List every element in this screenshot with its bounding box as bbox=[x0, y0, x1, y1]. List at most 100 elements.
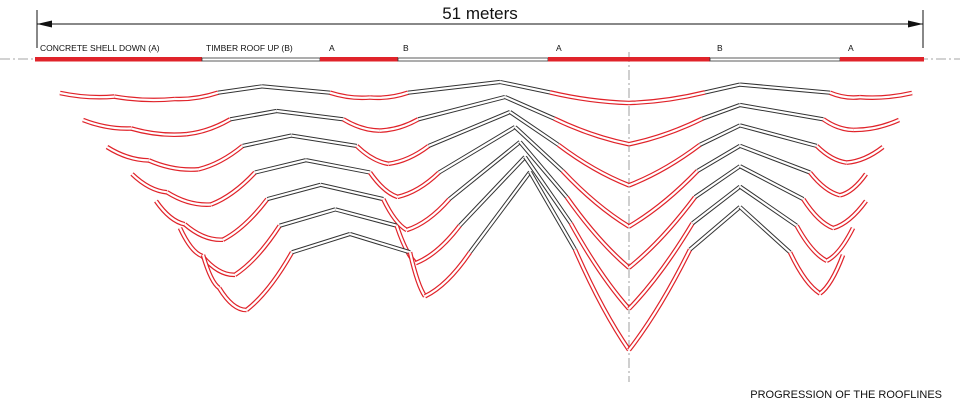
segment-core bbox=[846, 146, 884, 164]
segment-core bbox=[166, 191, 212, 206]
segment-core bbox=[739, 144, 811, 174]
roofline-section bbox=[154, 140, 868, 270]
concrete-shell-segment bbox=[825, 226, 856, 263]
concrete-shell-segment bbox=[808, 171, 841, 198]
segment-core bbox=[201, 254, 220, 289]
segment-core bbox=[504, 95, 555, 120]
segment-core bbox=[261, 85, 331, 94]
segment-core bbox=[694, 165, 741, 199]
legend-segment-concrete: A bbox=[840, 43, 924, 62]
legend-segment-label: CONCRETE SHELL DOWN (A) bbox=[40, 43, 160, 53]
concrete-shell-segment bbox=[405, 197, 452, 233]
legend-segment-label: A bbox=[848, 43, 854, 53]
segment-core bbox=[408, 252, 426, 297]
segment-core bbox=[320, 183, 384, 201]
legend-segment-label: A bbox=[329, 43, 335, 53]
segment-core bbox=[739, 83, 831, 94]
segment-core bbox=[815, 145, 847, 164]
segment-core bbox=[565, 196, 630, 269]
concrete-shell-segment bbox=[379, 117, 420, 133]
segment-core bbox=[186, 118, 231, 136]
concrete-shell-segment bbox=[197, 144, 245, 172]
segment-core bbox=[276, 109, 344, 121]
segment-core bbox=[628, 222, 694, 310]
roofline-section bbox=[59, 79, 913, 106]
segment-core bbox=[245, 251, 293, 311]
segment-core bbox=[739, 185, 798, 227]
segment-core bbox=[448, 141, 521, 200]
segment-core bbox=[418, 95, 506, 121]
segment-core bbox=[853, 118, 900, 132]
segment-core bbox=[739, 206, 791, 254]
roofline-section bbox=[177, 155, 856, 311]
segment-core bbox=[469, 171, 531, 253]
segment-core bbox=[397, 171, 440, 198]
segment-core bbox=[819, 254, 845, 295]
concrete-shell-segment bbox=[414, 224, 462, 266]
segment-core bbox=[628, 249, 691, 351]
concrete-shell-segment bbox=[186, 117, 232, 137]
concrete-shell-segment bbox=[815, 144, 848, 165]
segment-core bbox=[553, 117, 630, 146]
segment-core bbox=[218, 287, 247, 312]
segment-core bbox=[335, 208, 397, 227]
segment-core bbox=[561, 170, 630, 228]
segment-core bbox=[739, 165, 804, 201]
segment-core bbox=[291, 232, 351, 254]
segment-core bbox=[349, 232, 411, 254]
dimension-label: 51 meters bbox=[442, 4, 518, 23]
segment-core bbox=[388, 145, 430, 165]
segment-core bbox=[829, 91, 861, 99]
concrete-shell-segment bbox=[396, 170, 441, 200]
segment-core bbox=[739, 124, 817, 147]
segment-core bbox=[155, 200, 185, 226]
segment-core bbox=[355, 145, 389, 165]
segment-core bbox=[557, 143, 630, 187]
segment-core bbox=[59, 91, 115, 99]
segment-core bbox=[279, 208, 336, 227]
segment-core bbox=[382, 198, 408, 231]
segment-core bbox=[573, 249, 630, 351]
segment-core bbox=[230, 109, 277, 121]
segment-legend-strip: CONCRETE SHELL DOWN (A) TIMBER ROOF UP (B… bbox=[35, 43, 924, 62]
segment-core bbox=[702, 103, 741, 120]
concrete-shell-segment bbox=[628, 116, 704, 147]
segment-core bbox=[739, 103, 824, 121]
legend-segment-timber: B bbox=[709, 43, 841, 62]
segment-core bbox=[529, 171, 576, 251]
legend-segment-timber: B bbox=[397, 43, 549, 62]
segment-core bbox=[802, 198, 834, 230]
segment-core bbox=[131, 173, 168, 194]
concrete-shell-segment bbox=[553, 116, 630, 147]
segment-core bbox=[415, 225, 461, 265]
rooflines bbox=[59, 79, 913, 352]
segment-core bbox=[424, 251, 471, 298]
segment-core bbox=[329, 91, 371, 99]
concrete-shell-segment bbox=[105, 145, 149, 163]
segment-core bbox=[458, 156, 526, 227]
legend-segment-label: B bbox=[403, 43, 409, 53]
segment-core bbox=[696, 144, 741, 172]
segment-core bbox=[689, 206, 741, 251]
segment-core bbox=[628, 143, 701, 187]
concrete-shell-segment bbox=[355, 144, 389, 167]
legend-segment-label: TIMBER ROOF UP (B) bbox=[206, 43, 293, 53]
segment-core bbox=[222, 198, 269, 241]
roofline-section bbox=[105, 110, 885, 188]
concrete-shell-segment bbox=[154, 199, 186, 227]
concrete-shell-segment bbox=[342, 117, 380, 133]
segment-core bbox=[519, 141, 568, 198]
segment-core bbox=[839, 173, 867, 197]
concrete-shell-segment bbox=[233, 224, 282, 277]
segment-core bbox=[859, 91, 913, 99]
segment-core bbox=[379, 118, 419, 132]
roofline-section bbox=[130, 125, 868, 229]
segment-core bbox=[183, 223, 224, 241]
legend-segment-concrete: A bbox=[320, 43, 398, 62]
segment-core bbox=[795, 225, 828, 262]
legend-segment-label: A bbox=[556, 43, 562, 53]
segment-core bbox=[509, 111, 559, 146]
segment-core bbox=[569, 222, 630, 310]
segment-core bbox=[210, 171, 256, 206]
segment-core bbox=[179, 227, 203, 258]
